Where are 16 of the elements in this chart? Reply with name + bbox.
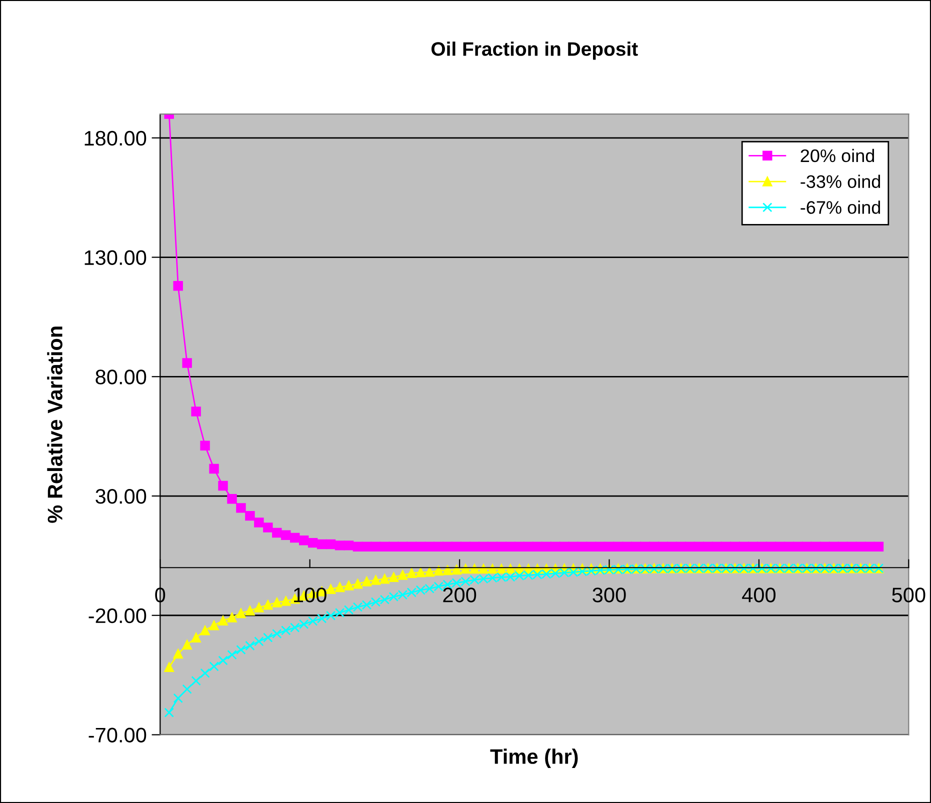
y-tick-label: -20.00 <box>88 608 146 624</box>
y-axis-title: % Relative Variation <box>47 326 62 523</box>
chart-title: Oil Fraction in Deposit <box>431 42 638 60</box>
legend-label: -33% oind <box>800 174 880 188</box>
y-tick-label: 130.00 <box>84 250 146 266</box>
legend-label: 20% oind <box>800 148 874 162</box>
y-tick-label: 80.00 <box>96 370 146 384</box>
x-tick-label: 300 <box>592 588 626 602</box>
legend-label: -67% oind <box>800 200 880 214</box>
x-axis-title: Time (hr) <box>490 748 578 768</box>
x-tick-label: 200 <box>443 588 476 602</box>
x-tick-label: 400 <box>742 588 776 602</box>
y-tick-label: -70.00 <box>88 728 146 742</box>
y-tick-label: 30.00 <box>96 489 146 504</box>
x-tick-label: 500 <box>892 588 926 602</box>
y-tick-label: 180.00 <box>84 130 146 146</box>
